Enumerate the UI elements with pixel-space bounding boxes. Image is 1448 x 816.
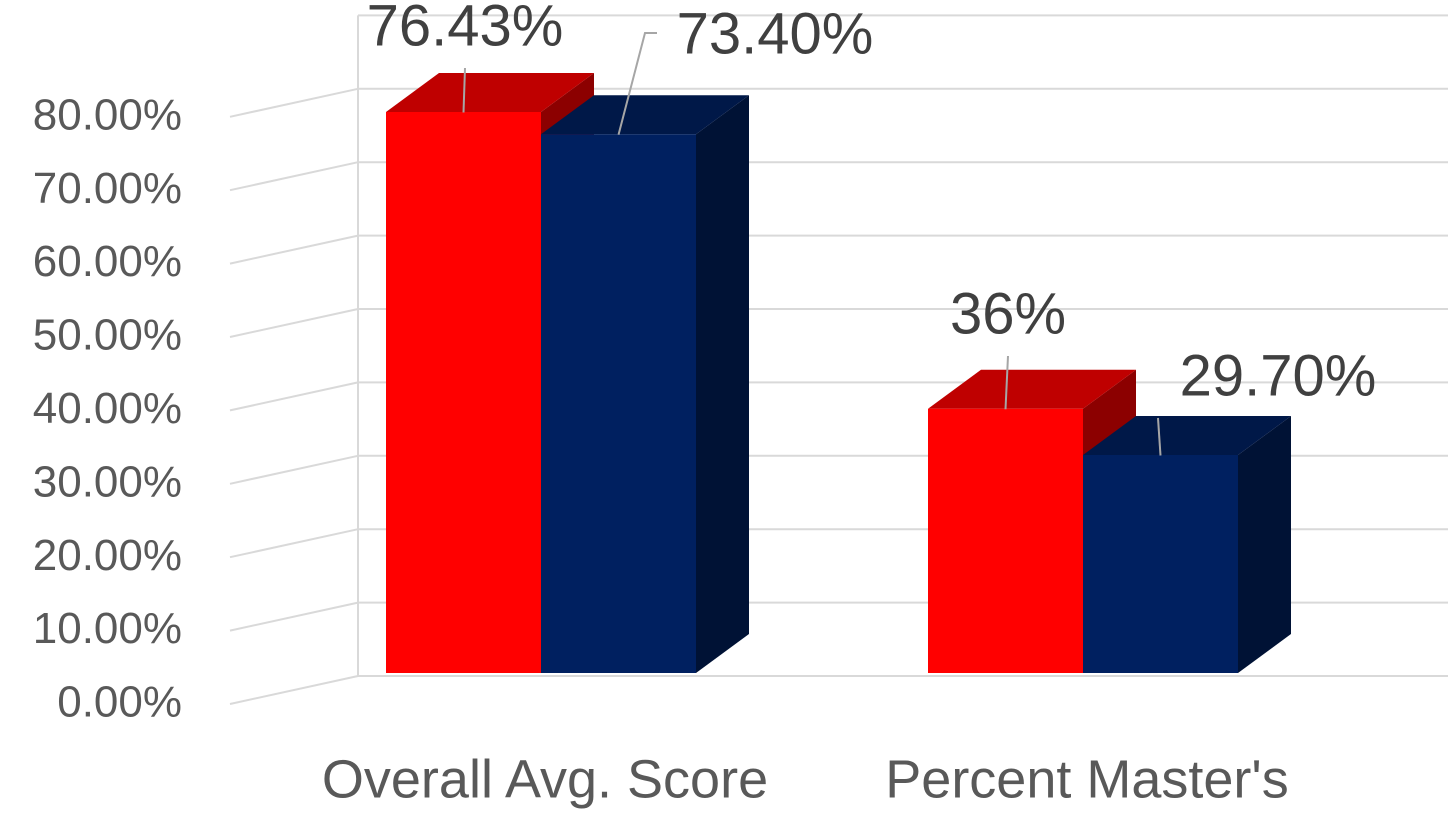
y-tick-label: 40.00% [33,384,182,433]
grid-line-side [229,87,359,118]
grid-line-side [229,161,359,192]
grid-line-side [229,381,359,412]
y-tick-label: 60.00% [33,237,182,286]
y-tick-label: 70.00% [33,164,182,213]
bar-side [696,95,749,673]
grid-line-side [229,528,359,559]
leader-line [1157,417,1162,456]
x-tick-label: Overall Avg. Score [322,749,768,809]
y-tick-label: 30.00% [33,457,182,506]
grid-line-side [229,601,359,632]
grid-line-side [229,675,359,705]
bar-top [541,95,749,135]
leader-line [1004,355,1009,410]
y-tick-label: 80.00% [33,90,182,139]
bar [386,112,541,674]
bar-side [1238,416,1291,673]
leader-line [617,32,657,135]
leader-line [462,67,466,113]
y-tick-label: 50.00% [33,311,182,360]
grid-line-side [229,308,359,338]
bar-top [1083,416,1291,456]
bar-top [928,369,1136,409]
data-label: 73.40% [677,1,874,66]
y-tick-label: 0.00% [57,678,182,727]
x-tick-label: Percent Master's [885,749,1288,809]
bar [1083,455,1238,673]
data-label: 29.70% [1180,343,1377,408]
data-label: 76.43% [367,0,564,58]
bar-top [386,73,594,113]
bar [541,134,696,673]
y-tick-label: 10.00% [33,604,182,653]
grid-line-side [229,454,359,485]
grid-line-side [229,234,359,265]
bar [928,408,1083,673]
y-tick-label: 20.00% [33,531,182,580]
data-label: 36% [950,281,1066,346]
